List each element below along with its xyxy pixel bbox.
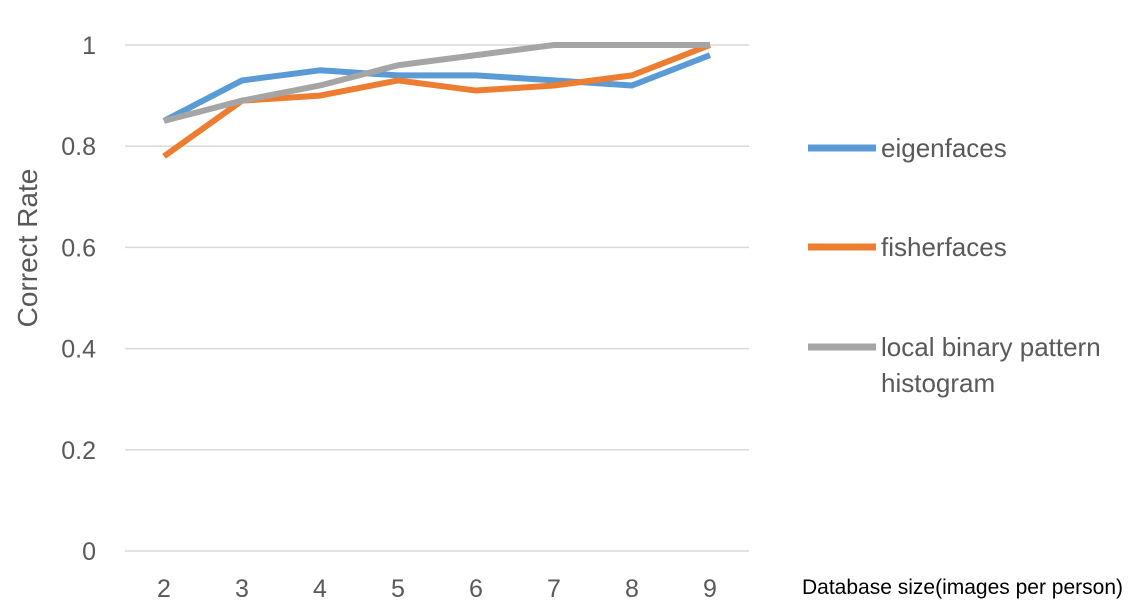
y-tick-label: 0.4 bbox=[61, 336, 96, 364]
y-tick-label: 0.8 bbox=[61, 133, 96, 161]
series-lines bbox=[162, 42, 712, 159]
legend: eigenfaces fisherfaces local binary patter… bbox=[808, 133, 1101, 398]
y-axis-tick-labels: 0 0.2 0.4 0.6 0.8 1 bbox=[61, 32, 96, 566]
legend-item: eigenfaces bbox=[808, 133, 1007, 163]
x-tick-label: 3 bbox=[235, 575, 249, 603]
series-line-local-binary-pattern-histogram bbox=[163, 42, 710, 124]
legend-item: fisherfaces bbox=[808, 232, 1007, 262]
x-tick-label: 4 bbox=[313, 575, 327, 603]
x-tick-label: 5 bbox=[391, 575, 405, 603]
x-axis-title: Database size(images per person) bbox=[802, 576, 1123, 599]
x-tick-label: 9 bbox=[703, 575, 717, 603]
y-axis-title: Correct Rate bbox=[12, 169, 43, 328]
y-tick-label: 0 bbox=[82, 538, 96, 566]
x-tick-label: 2 bbox=[157, 575, 171, 603]
x-tick-label: 7 bbox=[547, 575, 561, 603]
x-tick-label: 8 bbox=[625, 575, 639, 603]
x-axis-tick-labels: 2 3 4 5 6 7 8 9 bbox=[157, 575, 717, 603]
legend-item: local binary pattern histogram bbox=[808, 332, 1101, 398]
y-tick-label: 0.6 bbox=[61, 234, 96, 262]
x-tick-label: 6 bbox=[469, 575, 483, 603]
y-tick-label: 0.2 bbox=[61, 437, 96, 465]
legend-label: eigenfaces bbox=[881, 133, 1007, 163]
legend-label: local binary pattern bbox=[881, 332, 1101, 362]
y-tick-label: 1 bbox=[82, 32, 96, 60]
gridlines bbox=[125, 44, 749, 552]
legend-label: histogram bbox=[881, 368, 995, 398]
series-line-eigenfaces bbox=[162, 52, 712, 124]
legend-label: fisherfaces bbox=[881, 232, 1007, 262]
